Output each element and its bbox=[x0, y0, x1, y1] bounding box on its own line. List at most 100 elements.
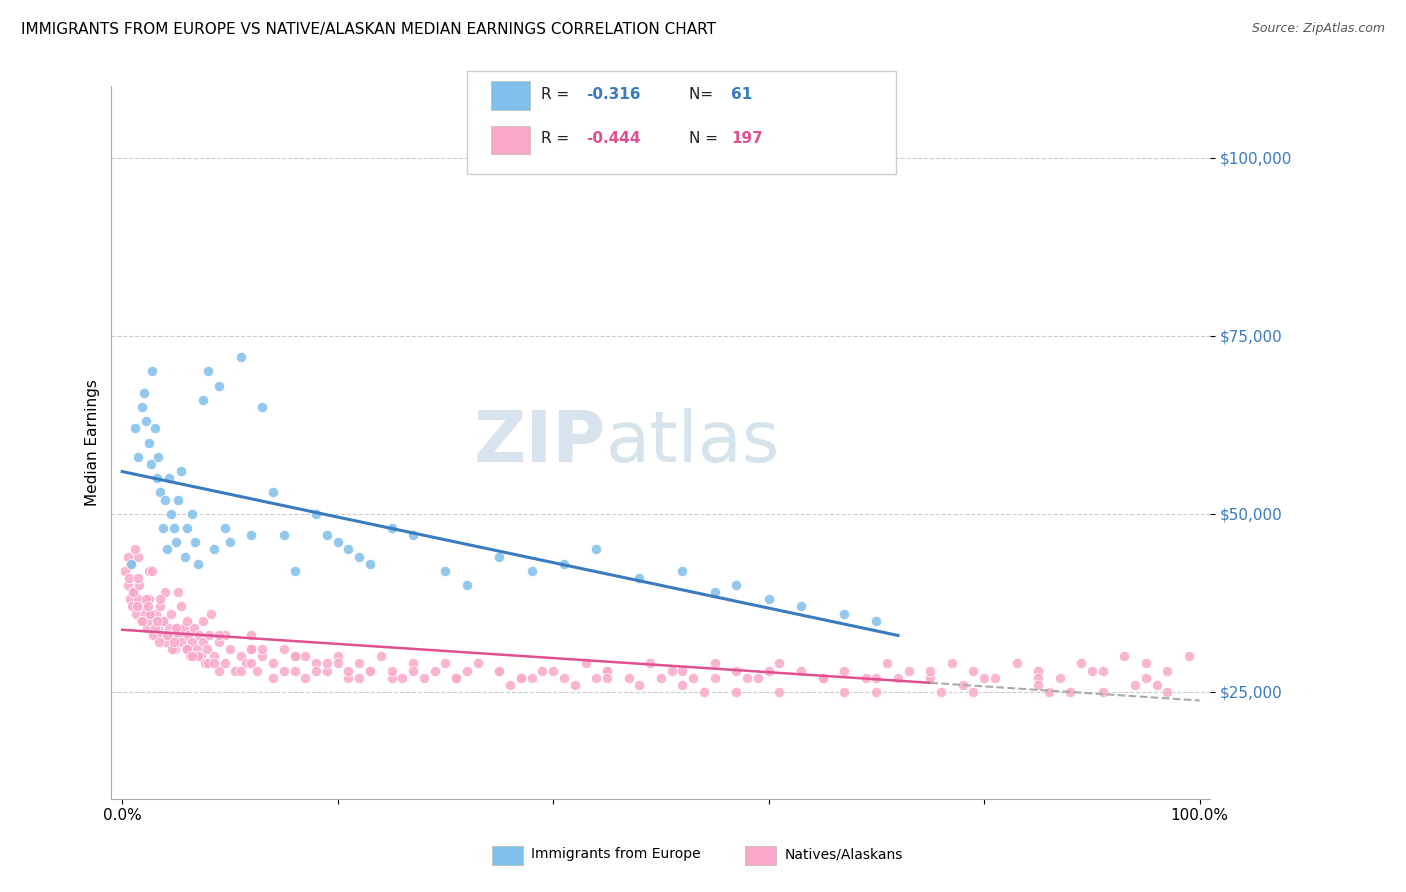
Text: atlas: atlas bbox=[606, 408, 780, 477]
Point bbox=[167, 585, 190, 599]
Point bbox=[157, 471, 180, 485]
Point bbox=[349, 671, 371, 685]
Point bbox=[163, 521, 186, 535]
Point bbox=[214, 521, 236, 535]
Point bbox=[252, 642, 274, 657]
Point bbox=[142, 628, 165, 642]
Point bbox=[434, 657, 457, 671]
Point bbox=[467, 657, 489, 671]
Point bbox=[284, 564, 307, 578]
Point bbox=[156, 628, 179, 642]
Point bbox=[138, 435, 160, 450]
Point bbox=[1156, 685, 1178, 699]
Point bbox=[865, 685, 887, 699]
Point bbox=[127, 450, 149, 464]
Point bbox=[434, 564, 457, 578]
Point bbox=[541, 664, 564, 678]
Point bbox=[650, 671, 672, 685]
Point bbox=[121, 599, 143, 614]
Text: -0.444: -0.444 bbox=[586, 131, 641, 146]
Point bbox=[240, 642, 263, 657]
Point bbox=[187, 649, 209, 664]
Point bbox=[160, 642, 183, 657]
Point bbox=[585, 542, 607, 557]
Point bbox=[811, 671, 834, 685]
Point bbox=[326, 649, 349, 664]
Point bbox=[155, 492, 177, 507]
Text: Immigrants from Europe: Immigrants from Europe bbox=[531, 847, 702, 862]
Point bbox=[1146, 678, 1168, 692]
Point bbox=[359, 664, 381, 678]
Point bbox=[163, 635, 186, 649]
Point bbox=[316, 664, 339, 678]
Point bbox=[337, 664, 360, 678]
Point bbox=[166, 621, 188, 635]
Point bbox=[240, 657, 263, 671]
Point bbox=[176, 521, 198, 535]
Text: 197: 197 bbox=[731, 131, 763, 146]
Point bbox=[214, 657, 236, 671]
Point bbox=[617, 671, 640, 685]
Point bbox=[768, 685, 790, 699]
Point bbox=[167, 492, 190, 507]
Point bbox=[703, 657, 725, 671]
Point bbox=[202, 649, 225, 664]
Point bbox=[124, 542, 146, 557]
Point bbox=[127, 599, 149, 614]
Point bbox=[208, 378, 231, 392]
Point bbox=[141, 564, 163, 578]
Point bbox=[876, 657, 898, 671]
Point bbox=[887, 671, 910, 685]
Point bbox=[240, 642, 263, 657]
Point bbox=[1081, 664, 1104, 678]
Point bbox=[628, 571, 651, 585]
Point bbox=[855, 671, 877, 685]
Point bbox=[596, 664, 619, 678]
Point bbox=[725, 578, 748, 592]
Point bbox=[208, 664, 231, 678]
Point bbox=[170, 599, 193, 614]
Point bbox=[181, 507, 204, 521]
Point bbox=[1091, 685, 1114, 699]
Point bbox=[758, 592, 780, 607]
Text: ZIP: ZIP bbox=[474, 408, 606, 477]
Point bbox=[423, 664, 446, 678]
Point bbox=[183, 621, 205, 635]
Point bbox=[638, 657, 661, 671]
Point bbox=[1135, 657, 1157, 671]
Point bbox=[832, 664, 855, 678]
Point bbox=[117, 578, 139, 592]
Point bbox=[124, 421, 146, 435]
Point bbox=[671, 678, 693, 692]
Point bbox=[149, 485, 172, 500]
Point bbox=[349, 549, 371, 564]
Point bbox=[159, 507, 181, 521]
Point bbox=[117, 549, 139, 564]
Point bbox=[284, 649, 307, 664]
Point bbox=[402, 664, 425, 678]
Point bbox=[553, 671, 575, 685]
Point bbox=[811, 671, 834, 685]
Point bbox=[284, 649, 307, 664]
Point bbox=[132, 385, 155, 400]
Point bbox=[412, 671, 434, 685]
Point bbox=[984, 671, 1007, 685]
Point bbox=[456, 578, 478, 592]
Point bbox=[316, 657, 339, 671]
Point bbox=[224, 664, 246, 678]
Point bbox=[219, 535, 242, 549]
Point bbox=[305, 657, 328, 671]
Point bbox=[197, 657, 219, 671]
Point bbox=[141, 457, 163, 471]
Point bbox=[1026, 664, 1049, 678]
Point bbox=[157, 621, 180, 635]
Point bbox=[195, 642, 218, 657]
Point bbox=[118, 592, 141, 607]
Point bbox=[380, 664, 402, 678]
Point bbox=[202, 657, 225, 671]
Point bbox=[553, 557, 575, 571]
Point bbox=[127, 549, 149, 564]
Point bbox=[143, 621, 166, 635]
Point bbox=[219, 642, 242, 657]
Point bbox=[262, 485, 284, 500]
